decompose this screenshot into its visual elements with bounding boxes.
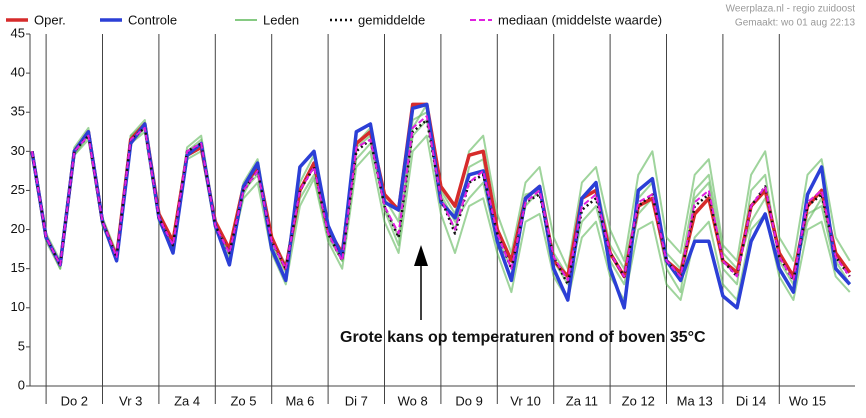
y-tick-label: 15 — [11, 260, 25, 275]
legend-label: gemiddelde — [358, 12, 425, 27]
y-tick-label: 20 — [11, 221, 25, 236]
series-line — [31, 115, 851, 282]
legend-label: Leden — [263, 12, 299, 27]
annotation: Grote kans op temperaturen rond of boven… — [340, 329, 706, 346]
x-tick-label: Zo 12 — [622, 393, 655, 408]
y-tick-label: 35 — [11, 104, 25, 119]
x-tick-label: Za 11 — [566, 393, 598, 408]
series-line — [30, 102, 852, 310]
x-tick-label: Wo 8 — [398, 393, 428, 408]
x-tick-label: Do 2 — [61, 393, 88, 408]
legend-label: Oper. — [34, 12, 66, 27]
made: Gemaakt: wo 01 aug 22:13 — [735, 18, 856, 29]
y-tick-label: 30 — [11, 143, 25, 158]
y-tick-label: 5 — [18, 338, 25, 353]
y-tick-label: 0 — [18, 377, 25, 392]
x-tick-label: Vr 3 — [119, 393, 142, 408]
y-tick-label: 45 — [11, 25, 25, 40]
legend-label: mediaan (middelste waarde) — [498, 12, 662, 27]
x-tick-label: Ma 13 — [677, 393, 713, 408]
y-tick-label: 40 — [11, 65, 25, 80]
y-tick-label: 25 — [11, 182, 25, 197]
x-tick-label: Za 4 — [174, 393, 200, 408]
source: Weerplaza.nl - regio zuidoost — [726, 4, 856, 15]
plot: Do 2 Vr 3 Za 4 Zo 5 Ma 6 Di 7 Wo 8 Do 9 Vr 10 Za … — [11, 25, 855, 408]
y-tick-label: 10 — [11, 299, 25, 314]
x-tick-label: Wo 15 — [789, 393, 826, 408]
x-tick-label: Vr 10 — [510, 393, 541, 408]
legend-label: Controle — [128, 12, 177, 27]
x-tick-label: Di 14 — [736, 393, 766, 408]
x-tick-label: Di 7 — [345, 393, 368, 408]
x-tick-label: Ma 6 — [285, 393, 314, 408]
x-tick-label: Zo 5 — [230, 393, 256, 408]
arrow-head — [414, 245, 428, 266]
x-tick-label: Do 9 — [455, 393, 482, 408]
